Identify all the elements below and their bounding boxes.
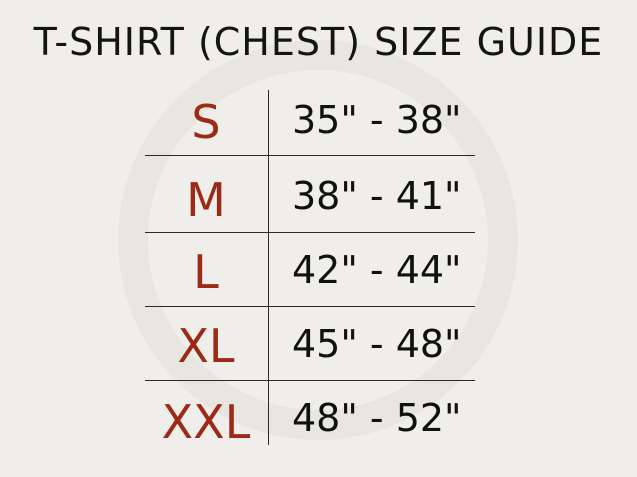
chest-range: 45" - 48" xyxy=(292,322,462,366)
chest-range: 38" - 41" xyxy=(292,174,462,218)
size-label: XXL xyxy=(161,395,251,449)
row-divider xyxy=(145,306,475,307)
row-divider xyxy=(145,155,475,156)
size-label: S xyxy=(191,95,221,149)
column-divider xyxy=(268,90,269,445)
page-title: T-SHIRT (CHEST) SIZE GUIDE xyxy=(33,20,604,64)
size-label: L xyxy=(193,245,219,299)
row-divider xyxy=(145,380,475,381)
chest-range: 48" - 52" xyxy=(292,396,462,440)
chest-range: 35" - 38" xyxy=(292,98,462,142)
row-divider xyxy=(145,232,475,233)
chest-range: 42" - 44" xyxy=(292,248,462,292)
size-label: M xyxy=(186,173,226,227)
size-label: XL xyxy=(177,319,235,373)
